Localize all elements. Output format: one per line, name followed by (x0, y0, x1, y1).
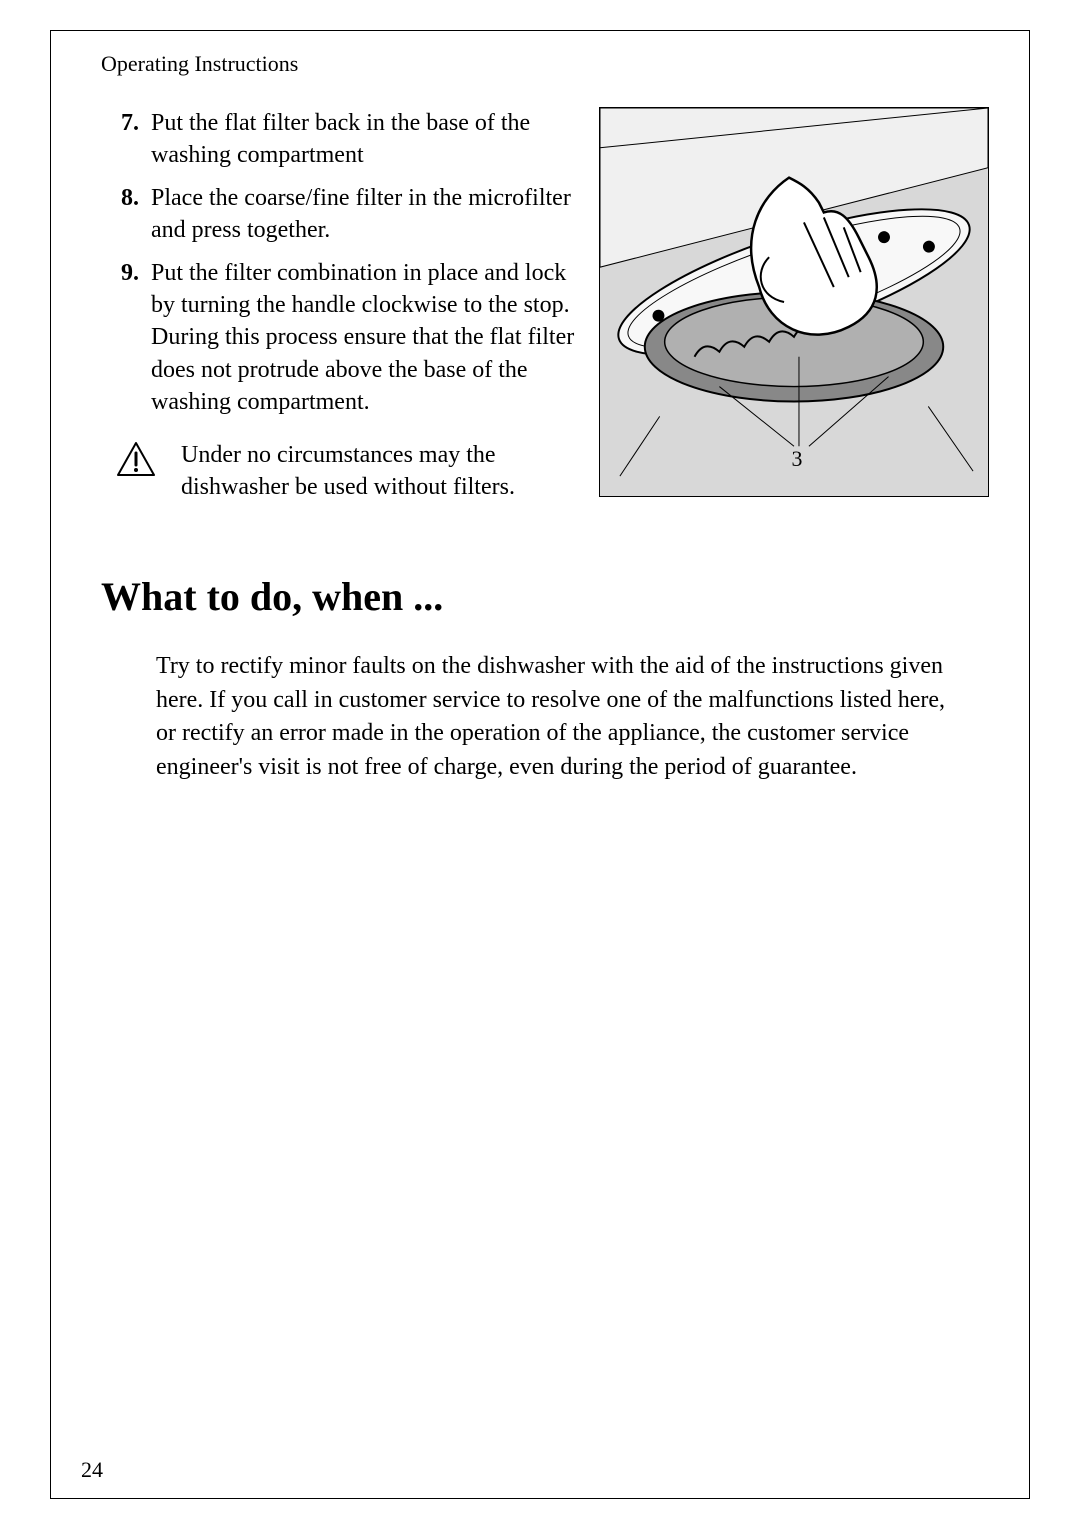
step-9: 9. Put the filter combination in place a… (121, 257, 579, 419)
step-7: 7. Put the flat filter back in the base … (121, 107, 579, 172)
page-frame: Operating Instructions 7. Put the flat f… (50, 30, 1030, 1499)
illustration-column: 3 (599, 107, 989, 502)
step-text: Place the coarse/fine filter in the micr… (151, 182, 579, 247)
step-number: 8. (121, 182, 151, 247)
header-title: Operating Instructions (101, 51, 989, 77)
page-number: 24 (81, 1457, 103, 1483)
step-number: 9. (121, 257, 151, 419)
content-row: 7. Put the flat filter back in the base … (81, 107, 989, 503)
instructions-column: 7. Put the flat filter back in the base … (81, 107, 579, 503)
filter-illustration: 3 (599, 107, 989, 497)
section-heading: What to do, when ... (101, 573, 989, 620)
step-number: 7. (121, 107, 151, 172)
step-8: 8. Place the coarse/fine filter in the m… (121, 182, 579, 247)
illustration-label: 3 (792, 447, 803, 471)
step-text: Put the flat filter back in the base of … (151, 107, 579, 172)
step-text: Put the filter combination in place and … (151, 257, 579, 419)
warning-text: Under no circumstances may the dishwashe… (171, 439, 579, 504)
section-body: Try to rectify minor faults on the dishw… (156, 650, 969, 784)
warning-row: Under no circumstances may the dishwashe… (121, 439, 579, 504)
warning-triangle-icon (116, 439, 156, 479)
